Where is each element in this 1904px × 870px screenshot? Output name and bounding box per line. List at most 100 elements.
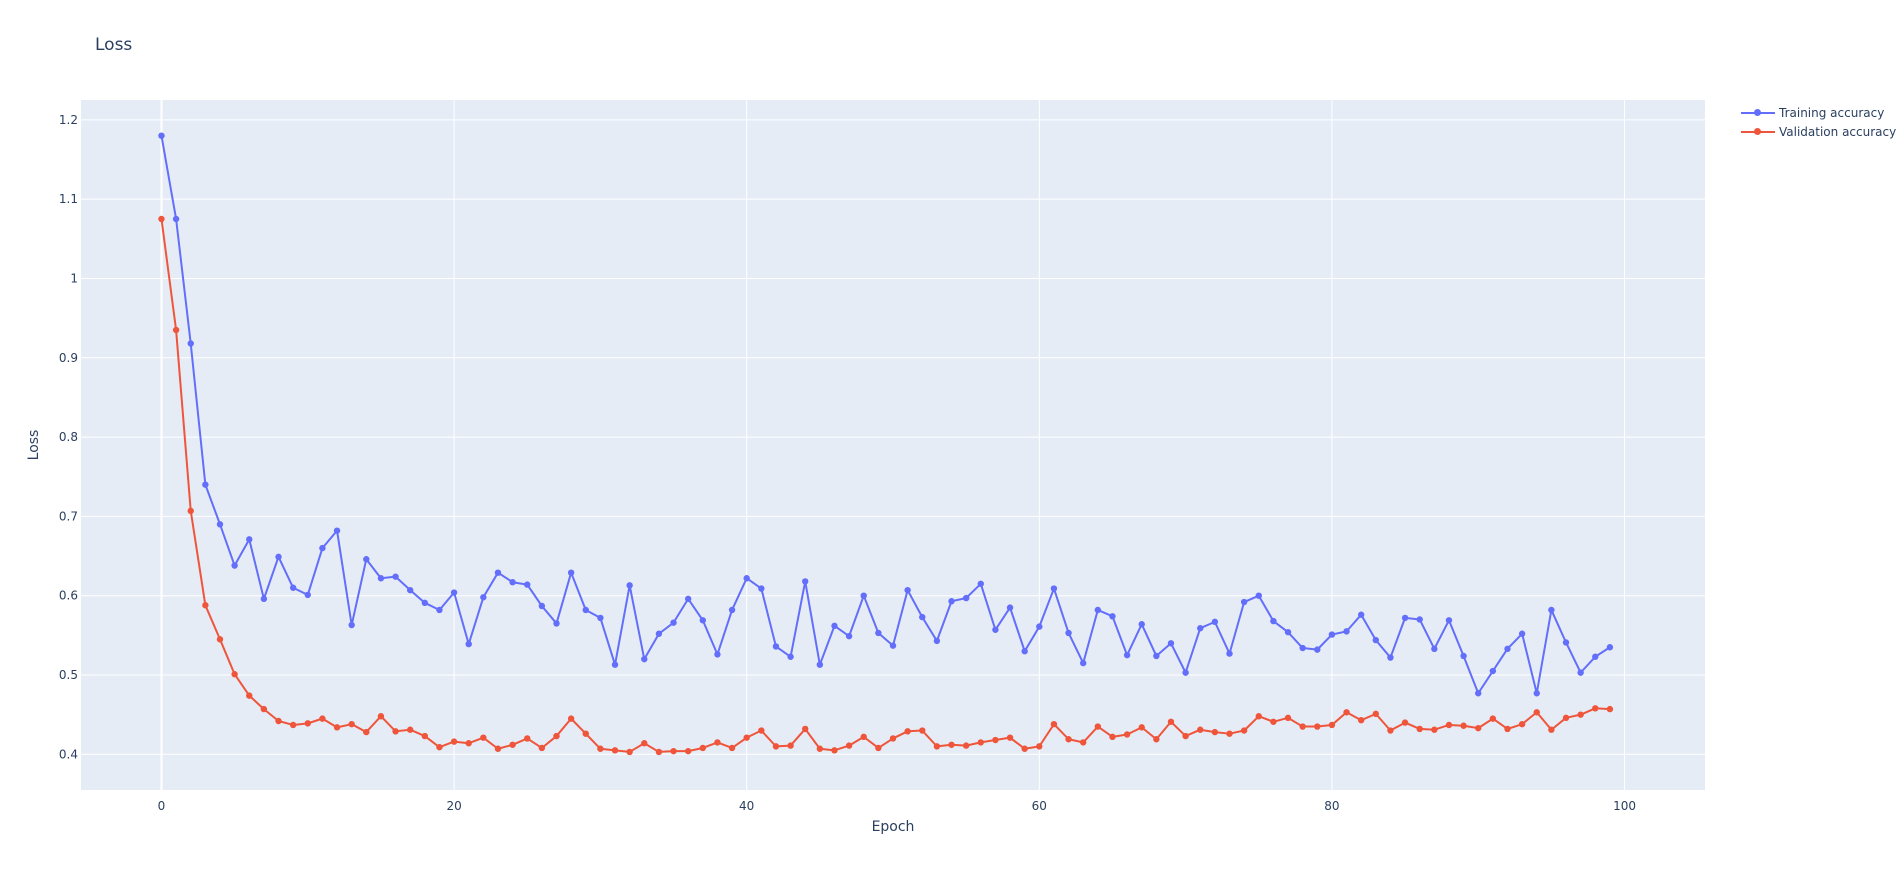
data-point-training[interactable] (889, 642, 897, 649)
data-point-validation[interactable] (831, 747, 838, 754)
data-point-training[interactable] (1343, 628, 1350, 635)
data-point-training[interactable] (1153, 652, 1160, 660)
data-point-validation[interactable] (202, 602, 209, 609)
data-point-validation[interactable] (436, 743, 443, 751)
data-point-validation[interactable] (802, 725, 809, 733)
legend-item-training[interactable]: Training accuracy (1741, 103, 1896, 122)
data-point-training[interactable] (1036, 623, 1043, 630)
data-point-training[interactable] (1314, 646, 1321, 653)
data-point-training[interactable] (480, 594, 487, 601)
data-point-validation[interactable] (216, 636, 224, 643)
data-point-validation[interactable] (1314, 723, 1321, 730)
data-point-validation[interactable] (421, 732, 429, 740)
data-point-training[interactable] (1211, 618, 1219, 626)
data-point-training[interactable] (582, 606, 589, 614)
data-point-validation[interactable] (275, 717, 282, 725)
data-point-training[interactable] (216, 521, 224, 528)
data-point-training[interactable] (1533, 690, 1540, 697)
data-point-training[interactable] (1562, 639, 1570, 646)
data-point-validation[interactable] (1255, 713, 1262, 720)
data-point-validation[interactable] (1182, 732, 1189, 740)
data-point-validation[interactable] (787, 742, 794, 749)
data-point-training[interactable] (231, 562, 238, 569)
data-point-validation[interactable] (1050, 720, 1058, 728)
data-point-training[interactable] (319, 544, 326, 552)
data-point-validation[interactable] (348, 720, 355, 728)
data-point-training[interactable] (1123, 651, 1131, 659)
data-point-training[interactable] (802, 578, 809, 585)
data-point-training[interactable] (597, 614, 604, 622)
data-point-training[interactable] (1431, 645, 1438, 653)
data-point-validation[interactable] (699, 744, 707, 752)
data-point-validation[interactable] (626, 748, 633, 756)
data-point-training[interactable] (1065, 629, 1072, 637)
data-point-validation[interactable] (1153, 736, 1160, 743)
data-point-training[interactable] (187, 340, 194, 347)
data-point-training[interactable] (948, 598, 955, 605)
data-point-training[interactable] (1167, 640, 1175, 647)
data-point-validation[interactable] (172, 326, 180, 334)
data-point-validation[interactable] (1167, 718, 1175, 725)
data-point-validation[interactable] (670, 747, 677, 755)
data-point-validation[interactable] (758, 727, 765, 734)
data-point-training[interactable] (553, 620, 560, 627)
data-point-validation[interactable] (363, 728, 370, 736)
data-point-training[interactable] (1138, 621, 1145, 628)
data-point-training[interactable] (1328, 631, 1336, 638)
data-point-validation[interactable] (1094, 723, 1102, 730)
data-point-validation[interactable] (1240, 727, 1248, 734)
data-point-validation[interactable] (1475, 724, 1482, 732)
data-point-validation[interactable] (962, 742, 970, 749)
data-point-training[interactable] (1182, 669, 1189, 676)
data-point-training[interactable] (1299, 644, 1306, 652)
data-point-training[interactable] (1357, 611, 1365, 618)
data-point-training[interactable] (363, 556, 370, 563)
data-point-training[interactable] (787, 653, 794, 660)
data-point-validation[interactable] (1372, 710, 1380, 718)
data-point-training[interactable] (875, 629, 882, 637)
data-point-validation[interactable] (319, 715, 326, 722)
data-point-training[interactable] (1460, 652, 1467, 660)
data-point-training[interactable] (962, 594, 970, 602)
data-point-validation[interactable] (1197, 726, 1204, 733)
data-point-validation[interactable] (889, 735, 897, 742)
data-point-training[interactable] (655, 630, 663, 637)
data-point-training[interactable] (1197, 625, 1204, 632)
data-point-validation[interactable] (1065, 736, 1072, 743)
data-point-validation[interactable] (1387, 727, 1394, 734)
data-point-validation[interactable] (919, 727, 926, 734)
data-point-training[interactable] (992, 626, 999, 633)
data-point-validation[interactable] (1548, 726, 1555, 733)
data-point-training[interactable] (904, 586, 911, 594)
data-point-validation[interactable] (538, 744, 546, 752)
data-point-training[interactable] (158, 132, 165, 139)
data-point-validation[interactable] (1504, 725, 1511, 733)
data-point-validation[interactable] (1299, 723, 1306, 730)
data-point-training[interactable] (1504, 645, 1511, 653)
data-point-validation[interactable] (377, 713, 385, 720)
data-point-validation[interactable] (187, 507, 194, 515)
data-point-validation[interactable] (1109, 733, 1116, 741)
data-point-training[interactable] (494, 569, 502, 576)
data-point-validation[interactable] (1562, 714, 1570, 722)
data-point-validation[interactable] (860, 733, 867, 741)
data-point-validation[interactable] (655, 748, 663, 756)
data-point-validation[interactable] (1445, 721, 1453, 729)
data-point-training[interactable] (1050, 585, 1058, 592)
data-point-validation[interactable] (1328, 721, 1336, 729)
data-point-validation[interactable] (1343, 709, 1350, 716)
data-point-validation[interactable] (933, 743, 941, 750)
data-point-validation[interactable] (684, 747, 692, 755)
data-point-training[interactable] (465, 640, 472, 648)
data-point-training[interactable] (524, 581, 531, 588)
data-point-validation[interactable] (1592, 705, 1599, 712)
data-point-training[interactable] (1489, 667, 1497, 675)
data-point-training[interactable] (684, 595, 692, 603)
data-point-training[interactable] (728, 606, 736, 614)
data-point-validation[interactable] (1416, 725, 1423, 733)
data-point-training[interactable] (919, 613, 926, 621)
legend-item-validation[interactable]: Validation accuracy (1741, 122, 1896, 141)
data-point-training[interactable] (772, 643, 780, 650)
data-point-validation[interactable] (260, 705, 268, 713)
data-point-training[interactable] (421, 599, 429, 607)
